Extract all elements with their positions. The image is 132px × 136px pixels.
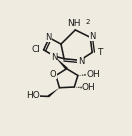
Text: N: N — [45, 33, 51, 42]
Text: OH: OH — [86, 70, 100, 79]
Text: HO: HO — [26, 91, 40, 100]
Polygon shape — [48, 88, 59, 97]
Text: N: N — [78, 57, 84, 66]
Polygon shape — [54, 56, 68, 70]
Text: NH: NH — [67, 19, 81, 28]
Text: T: T — [97, 48, 103, 57]
Text: O: O — [50, 70, 56, 79]
Text: Cl: Cl — [32, 45, 40, 54]
Text: 2: 2 — [85, 19, 89, 25]
Text: N: N — [89, 32, 96, 41]
Text: OH: OH — [82, 83, 96, 92]
Text: N: N — [51, 53, 57, 62]
